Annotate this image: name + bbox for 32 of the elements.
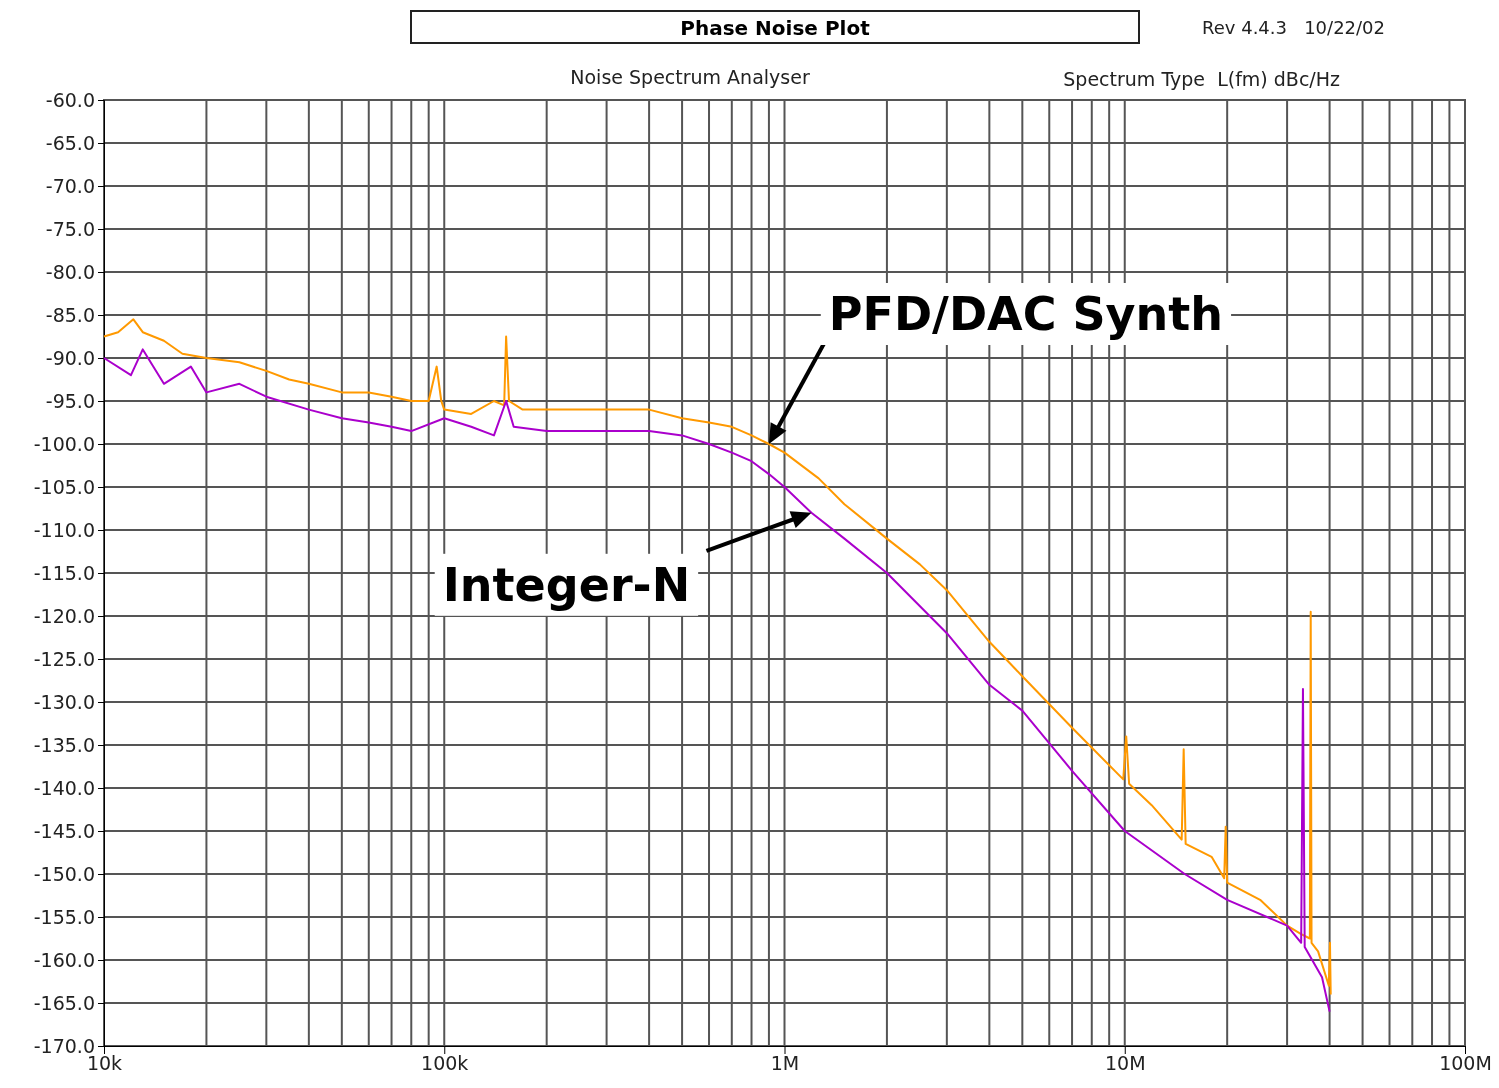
annotation: PFD/DAC Synth bbox=[828, 287, 1224, 341]
x-tick-label: 100M bbox=[1439, 1052, 1492, 1075]
y-tick-label: -145.0 bbox=[33, 819, 95, 842]
y-tick-label: -80.0 bbox=[45, 260, 95, 283]
y-tick-label: -155.0 bbox=[33, 905, 95, 928]
y-tick-label: -150.0 bbox=[33, 862, 95, 885]
y-tick-label: -125.0 bbox=[33, 647, 95, 670]
x-tick-label: 1M bbox=[770, 1052, 800, 1075]
y-tick-label: -130.0 bbox=[33, 690, 95, 713]
x-tick-label: 100k bbox=[421, 1052, 469, 1075]
y-tick-label: -160.0 bbox=[33, 948, 95, 971]
y-tick-label: -110.0 bbox=[33, 518, 95, 541]
y-tick-label: -95.0 bbox=[45, 389, 95, 412]
y-tick-label: -65.0 bbox=[45, 131, 95, 154]
y-tick-label: -70.0 bbox=[45, 174, 95, 197]
y-tick-label: -100.0 bbox=[33, 432, 95, 455]
y-tick-label: -75.0 bbox=[45, 217, 95, 240]
y-axis-title: Spectrum Type L(fm) dBc/Hz bbox=[1063, 68, 1341, 90]
chart-subtitle: Noise Spectrum Analyser bbox=[570, 66, 810, 88]
y-tick-label: -90.0 bbox=[45, 346, 95, 369]
annotation: Integer-N bbox=[442, 557, 691, 612]
x-tick-label: 10M bbox=[1104, 1052, 1146, 1075]
y-tick-label: -115.0 bbox=[33, 561, 95, 584]
y-tick-label: -135.0 bbox=[33, 733, 95, 756]
y-tick-label: -85.0 bbox=[45, 303, 95, 326]
y-tick-label: -120.0 bbox=[33, 604, 95, 627]
y-tick-label: -60.0 bbox=[45, 88, 95, 111]
text: Rev 4.4.3 10/22/02 bbox=[1202, 17, 1385, 38]
y-tick-label: -105.0 bbox=[33, 475, 95, 498]
y-tick-label: -140.0 bbox=[33, 776, 95, 799]
y-tick-label: -165.0 bbox=[33, 991, 95, 1014]
chart-title: Phase Noise Plot bbox=[680, 16, 871, 40]
